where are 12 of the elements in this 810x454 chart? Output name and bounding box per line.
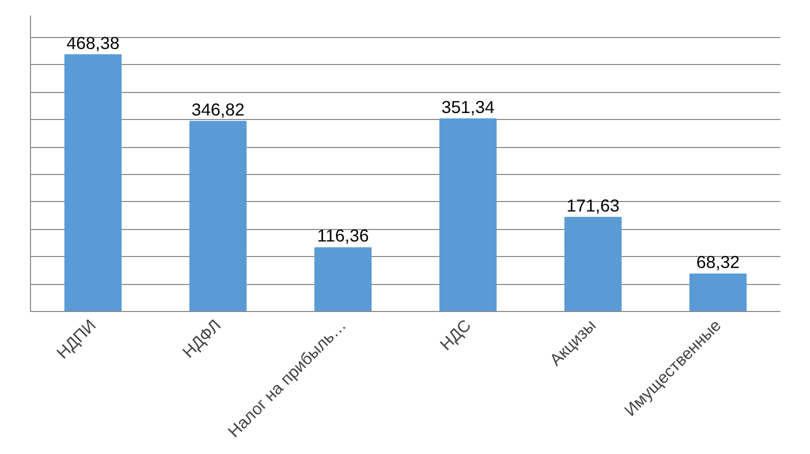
bar (439, 118, 497, 312)
bar (64, 54, 122, 312)
bar (189, 120, 247, 312)
data-label: 68,32 (696, 252, 740, 272)
data-label: 351,34 (442, 96, 495, 117)
data-label: 346,82 (192, 99, 244, 120)
bar (564, 216, 622, 312)
bar (314, 247, 372, 312)
data-label: 116,36 (317, 226, 369, 246)
bar (689, 274, 747, 312)
data-label: 171,63 (566, 195, 620, 216)
data-label: 468,38 (66, 32, 120, 53)
